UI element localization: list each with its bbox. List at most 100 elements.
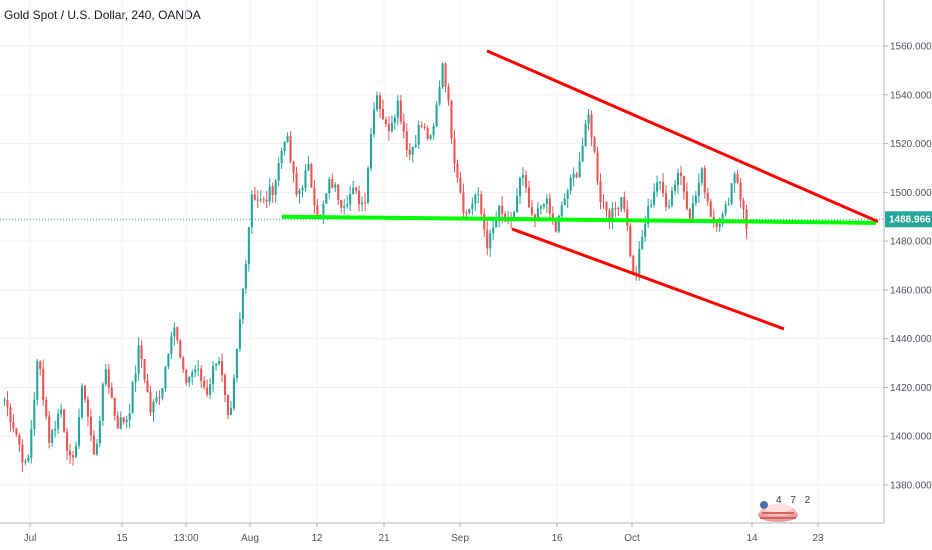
candle-body [605, 202, 608, 211]
candle-body [378, 95, 382, 109]
y-tick-label: 1500.000 [890, 188, 932, 199]
candle-body [51, 430, 54, 443]
last-price-tag-bg [885, 211, 932, 228]
x-tick-label: 21 [378, 533, 390, 544]
candle-body [45, 399, 48, 417]
candle-body [718, 224, 721, 227]
candle-body [513, 211, 516, 220]
y-tick-label: 1560.000 [890, 42, 932, 53]
candle-body [179, 340, 182, 358]
candle-body [188, 377, 191, 383]
candle-body [69, 450, 72, 456]
candle-body [286, 136, 289, 142]
candle-body [24, 461, 27, 463]
candle-body [626, 208, 629, 226]
candle-body [367, 168, 370, 203]
candle-body [48, 416, 51, 443]
candle-body [673, 184, 677, 192]
candle-body [584, 123, 587, 146]
y-tick-label: 1520.000 [890, 139, 932, 150]
candle-body [620, 197, 623, 209]
candle-body [647, 206, 650, 224]
candle-body [727, 203, 730, 205]
candle-body [176, 327, 179, 341]
candle-body [393, 117, 396, 123]
candle-body [590, 114, 593, 138]
candle-body [465, 212, 468, 214]
candle-body [218, 361, 221, 364]
trendlines [0, 49, 884, 331]
candle-body [173, 327, 176, 337]
candle-body [372, 109, 376, 135]
candle-body [489, 233, 492, 249]
candle-body [316, 205, 319, 218]
candle-body [146, 379, 149, 393]
candle-body [229, 408, 233, 415]
candle-body [656, 182, 659, 192]
candle-body [578, 161, 581, 178]
candle-body [524, 175, 528, 188]
time-axis: Jul 15 13:00 Aug 12 21 Sep 16 Oct 14 23 [24, 523, 824, 544]
candle-body [80, 385, 84, 418]
candle-body [629, 225, 632, 257]
candle-body [194, 369, 197, 373]
candle-body [107, 369, 110, 388]
candle-body [432, 125, 435, 136]
candle-body [33, 399, 36, 429]
candle-body [536, 208, 539, 220]
candle-body [691, 203, 694, 222]
candle-body [608, 210, 611, 220]
candle-body [736, 174, 739, 183]
x-tick-label: 13:00 [173, 533, 198, 544]
candle-body [331, 179, 334, 188]
candle-body [295, 172, 298, 195]
candle-body [644, 223, 647, 238]
x-tick-label: 23 [812, 533, 824, 544]
candle-body [527, 187, 531, 208]
candle-body [399, 100, 402, 122]
x-tick-label: 15 [116, 533, 128, 544]
candle-body [104, 369, 107, 385]
candle-body [557, 215, 560, 232]
candle-body [623, 197, 626, 209]
candle-body [86, 399, 89, 417]
candle-body [554, 221, 557, 232]
candle-body [191, 372, 194, 378]
candle-body [709, 201, 712, 217]
candle-body [122, 417, 125, 422]
candle-body [15, 428, 18, 435]
candle-body [30, 428, 33, 458]
x-tick-label: 16 [551, 533, 563, 544]
candle-body [116, 415, 119, 429]
candle-body [271, 186, 274, 196]
candle-body [307, 164, 310, 171]
candle-body [667, 205, 671, 207]
x-tick-label: Aug [241, 533, 259, 544]
candle-body [212, 365, 215, 385]
candle-body [653, 191, 656, 205]
candle-body [54, 428, 57, 431]
candle-body [110, 387, 113, 398]
candle-body [429, 135, 432, 139]
candle-body [18, 434, 21, 445]
candle-body [638, 248, 641, 274]
candle-body [140, 345, 143, 360]
channel-lower-line [511, 227, 785, 331]
candle-body [599, 181, 602, 202]
y-tick-label: 1380.000 [890, 481, 932, 492]
candle-body [381, 108, 384, 120]
candle-body [358, 190, 361, 205]
candle-body [632, 256, 635, 273]
candle-body [530, 207, 533, 215]
y-tick-label: 1460.000 [890, 285, 932, 296]
candle-body [739, 182, 742, 201]
candle-body [280, 150, 283, 164]
candle-body [113, 397, 116, 416]
candle-body [235, 348, 238, 379]
candle-body [572, 173, 575, 178]
y-tick-label: 1480.000 [890, 237, 932, 248]
y-tick-label: 1440.000 [890, 334, 932, 345]
candle-body [328, 179, 331, 194]
candle-body [602, 201, 605, 203]
